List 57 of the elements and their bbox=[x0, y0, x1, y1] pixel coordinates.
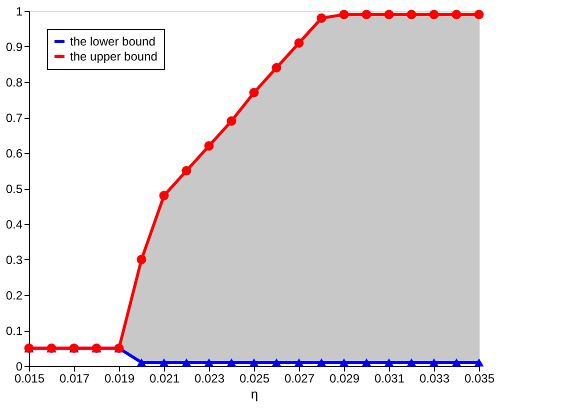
y-tick-label: 0.3 bbox=[6, 253, 23, 267]
point bbox=[474, 358, 484, 367]
point bbox=[294, 38, 304, 48]
point bbox=[429, 10, 439, 20]
y-tick-label: 0 bbox=[16, 360, 23, 374]
x-tick-label: 0.023 bbox=[194, 372, 225, 386]
point bbox=[182, 358, 192, 367]
y-tick-label: 1 bbox=[16, 4, 23, 18]
point bbox=[249, 88, 259, 98]
x-tick-label: 0.021 bbox=[149, 372, 180, 386]
y-tick-label: 0.5 bbox=[6, 182, 23, 196]
point bbox=[339, 10, 349, 20]
point bbox=[339, 358, 349, 367]
x-tick-label: 0.031 bbox=[374, 372, 405, 386]
y-tick-label: 0.4 bbox=[6, 218, 23, 232]
point bbox=[384, 10, 394, 20]
point bbox=[182, 166, 192, 176]
y-tick-label: 0.2 bbox=[6, 288, 23, 302]
x-tick-label: 0.019 bbox=[104, 372, 135, 386]
point bbox=[316, 13, 326, 23]
point bbox=[384, 358, 394, 367]
y-tick-label: 0.1 bbox=[6, 324, 23, 338]
x-tick-label: 0.017 bbox=[59, 372, 90, 386]
y-tick-label: 0.7 bbox=[6, 111, 23, 125]
point bbox=[452, 358, 462, 367]
legend-label: the upper bound bbox=[70, 50, 158, 64]
x-tick-label: 0.033 bbox=[419, 372, 450, 386]
point bbox=[204, 358, 214, 367]
point bbox=[136, 358, 146, 367]
point bbox=[136, 254, 146, 264]
point bbox=[226, 358, 236, 367]
point bbox=[249, 358, 259, 367]
x-tick-label: 0.035 bbox=[464, 372, 495, 386]
point bbox=[406, 10, 416, 20]
x-tick-label: 0.029 bbox=[329, 372, 360, 386]
x-tick-label: 0.027 bbox=[284, 372, 315, 386]
point bbox=[362, 10, 372, 20]
legend-label: the lower bound bbox=[70, 34, 156, 48]
x-tick-label: 0.015 bbox=[14, 372, 45, 386]
y-tick-label: 0.9 bbox=[6, 40, 23, 54]
y-tick-label: 0.8 bbox=[6, 76, 23, 90]
point bbox=[406, 358, 416, 367]
y-tick-label: 0.6 bbox=[6, 146, 23, 160]
point bbox=[429, 358, 439, 367]
point bbox=[294, 358, 304, 367]
point bbox=[159, 358, 169, 367]
point bbox=[272, 63, 282, 73]
point bbox=[159, 190, 169, 200]
point bbox=[226, 116, 236, 126]
point bbox=[362, 358, 372, 367]
x-axis-title: η bbox=[250, 386, 258, 402]
point bbox=[474, 10, 484, 20]
point bbox=[204, 141, 214, 151]
point bbox=[452, 10, 462, 20]
point bbox=[272, 358, 282, 367]
point bbox=[316, 358, 326, 367]
x-tick-label: 0.025 bbox=[239, 372, 270, 386]
